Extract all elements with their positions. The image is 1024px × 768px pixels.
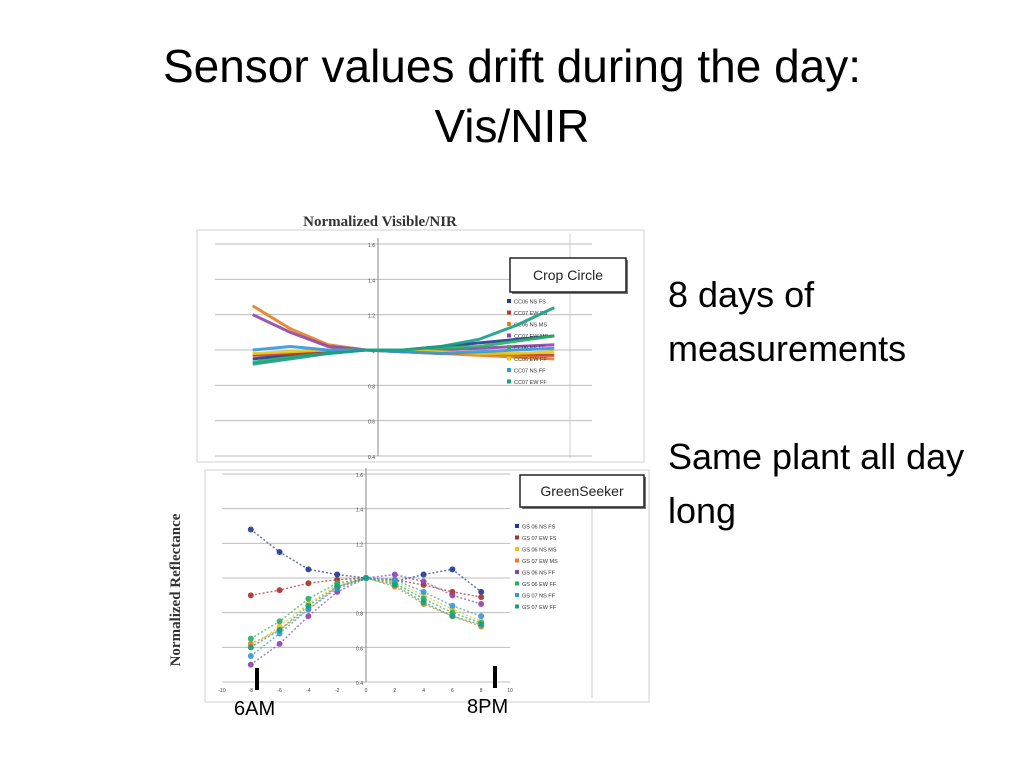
sensor-label-box [509,257,627,293]
legend-swatch [515,547,519,551]
y-tick-label: 0.8 [368,384,375,390]
end-time-marker [493,666,497,688]
legend-swatch [515,604,519,609]
y-tick-label: 1 [372,349,375,355]
series-8: GS 07 EW FF [247,575,557,651]
x-tick-label: 6 [451,688,454,694]
slide-title-line1: Sensor values drift during the day: [162,40,862,92]
legend-swatch [507,379,511,384]
sensor-label-box [519,474,645,508]
y-axis-label: Normalized Reflectance [168,513,184,666]
series-line [252,306,555,366]
legend-swatch [515,558,519,563]
data-point [363,575,369,581]
chart-2: 1.61.41.210.80.60.4-10 -8 -6 -4 -2 0 2 4 6 8 10Nor… [168,468,650,703]
legend-label: CC07 EW MS [514,334,549,340]
legend-label: GS 07 EW FF [522,605,557,611]
sensor-label: GreenSeeker [540,483,624,499]
y-tick-label: 0.6 [356,646,363,652]
x-tick-label: 8 [480,688,483,694]
chart-title: Normalized Visible/NIR [303,214,457,230]
y-tick-label: 1.6 [356,473,363,479]
legend-swatch [507,322,511,326]
legend-label: CC06 EW FF [514,357,547,363]
bullet-plant: Same plant all day long [668,436,965,531]
x-tick-label: -4 [306,688,311,694]
x-tick-label: -10 [218,688,225,694]
legend-swatch [507,310,511,315]
series-line [252,344,555,356]
x-tick-label: 0 [365,688,368,694]
legend-label: GS 07 EW FS [522,536,557,542]
x-tick-label: 10 [507,688,513,694]
slide-title: Sensor values drift during the day: Vis/… [0,36,1024,156]
legend-swatch [507,333,511,338]
data-point [391,571,398,578]
end-time-label: 8PM [467,696,509,718]
legend-swatch [507,299,511,303]
legend-swatch [507,345,511,349]
sensor-label: Crop Circle [533,267,603,283]
legend-swatch [515,593,519,597]
data-point [334,571,341,578]
legend-label: CC06 NS FS [514,300,546,306]
data-point [305,580,312,587]
legend-swatch [507,356,511,361]
y-tick-label: 0.4 [356,681,363,687]
chart-1: 1.6 1.4 1.2 1 0.8 0.6 0.4 Normalized Visible/NI… [196,214,645,463]
y-tick-label: 1.4 [356,508,363,514]
legend-label: GS 06 EW FF [522,582,557,588]
legend-swatch [507,368,511,372]
y-tick-label: 1.6 [368,243,375,249]
legend-label: GS 07 EW MS [522,559,558,565]
legend-label: CC07 EW FS [514,311,547,317]
x-tick-label: 2 [393,688,396,694]
x-tick-label: 4 [422,688,425,694]
x-tick-label: -8 [249,688,254,694]
legend-label: GS 06 NS MS [522,548,557,554]
legend-label: CC07 EW FF [514,380,547,386]
x-tick-label: -6 [277,688,282,694]
series-8: CC07 EW FF [252,306,555,386]
data-point [478,613,485,620]
y-tick-label: 0.4 [368,455,375,461]
slide-title-line2: Vis/NIR [434,100,590,152]
legend-label: GS 06 NS FF [522,571,556,577]
legend-swatch [515,581,519,586]
data-point [420,571,427,578]
y-tick-label: 1.2 [356,542,363,548]
x-tick-label: -2 [335,688,340,694]
legend-label: GS 06 NS FS [522,525,556,531]
y-tick-label: 1.4 [368,278,375,284]
bullet-days: 8 days of measurements [668,274,907,369]
legend-label: GS 07 NS FF [522,594,556,600]
legend-swatch [515,535,519,540]
series-7: CC07 NS FF [252,344,555,375]
y-tick-label: 0.6 [368,420,375,426]
start-time-label: 6AM [234,698,276,720]
series-trace [250,577,482,648]
data-point [305,595,312,602]
legend-swatch [515,570,519,574]
legend-swatch [515,524,519,528]
start-time-marker [255,668,259,690]
y-tick-label: 1.2 [368,314,375,320]
y-tick-label: 0.8 [356,612,363,618]
legend-label: CC07 NS FF [514,369,546,375]
side-text: 8 days of measurements Same plant all da… [668,268,1008,592]
legend-label: CC06 NS MS [514,323,547,329]
